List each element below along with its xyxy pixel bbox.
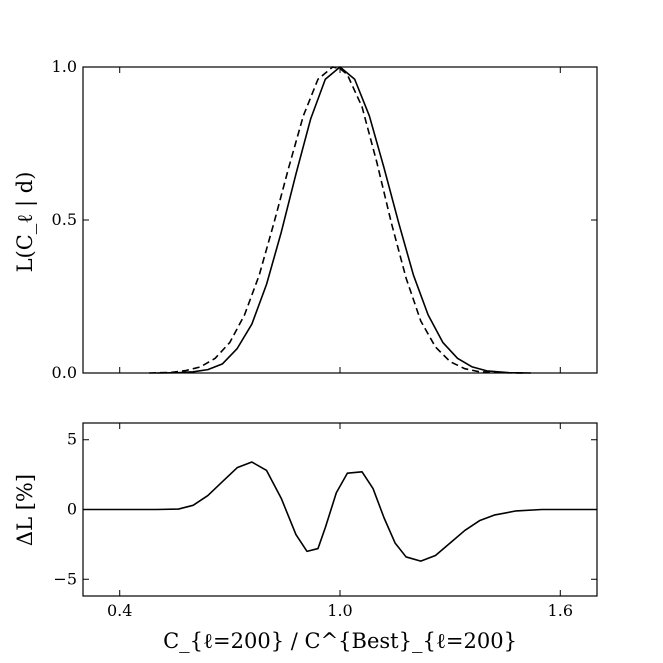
y-tick-label: 0 — [67, 500, 77, 519]
y-tick-label: 1.0 — [52, 57, 77, 76]
x-tick-label: 1.0 — [327, 601, 352, 620]
x-tick-label: 1.6 — [548, 601, 573, 620]
solid-series-line — [156, 66, 531, 374]
y-tick-label: 5 — [67, 430, 77, 449]
x-tick-label: 0.4 — [107, 601, 132, 620]
y-tick-label: 0.0 — [52, 363, 77, 382]
bottom-panel: 0.4 1.0 1.6 −5 0 5 — [53, 422, 598, 620]
top-y-axis-label: L(C_ℓ | d) — [13, 172, 38, 273]
y-tick-label: 0.5 — [52, 210, 77, 229]
dashed-series-line — [149, 66, 524, 374]
y-tick-label: −5 — [53, 569, 77, 588]
x-axis-label: C_{ℓ=200} / C^{Best}_{ℓ=200} — [163, 629, 517, 653]
top-panel: 0.0 0.5 1.0 — [52, 57, 598, 382]
solid-series-line — [83, 461, 597, 562]
bottom-y-axis-label: ΔL [%] — [13, 474, 37, 546]
plot-frame — [82, 66, 598, 374]
